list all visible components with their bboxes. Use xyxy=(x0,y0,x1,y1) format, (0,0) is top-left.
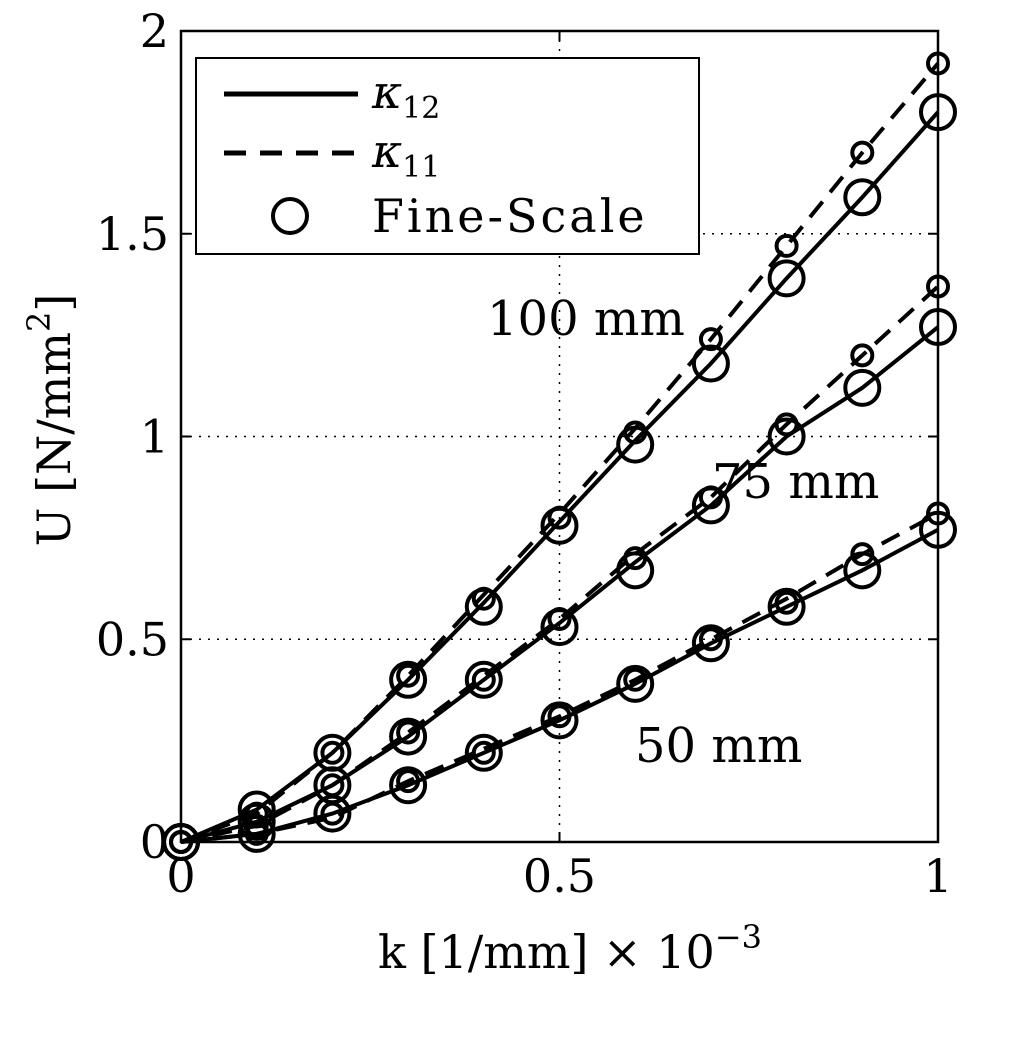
fine-scale-point-large xyxy=(464,733,503,772)
fine-scale-point-large xyxy=(237,814,276,853)
fine-scale-point-large xyxy=(540,701,579,740)
fine-scale-point-large xyxy=(767,587,806,626)
y-axis-label: U [N/mm2] xyxy=(20,294,81,547)
fine-scale-point-small xyxy=(850,343,875,368)
fine-scale-point-small xyxy=(774,233,799,258)
fine-scale-point-small xyxy=(396,663,421,688)
fine-scale-point-large xyxy=(616,664,655,703)
legend: κ12 κ11 Fine-Scale xyxy=(195,57,700,255)
annotation-50mm: 50 mm xyxy=(635,718,802,774)
fine-scale-point-large xyxy=(237,802,276,841)
fine-scale-point-small xyxy=(396,769,421,794)
fine-scale-point-small xyxy=(698,627,723,652)
series-kappa12-group-1 xyxy=(180,325,940,844)
series-kappa11-group-2 xyxy=(180,511,939,844)
fine-scale-point-large xyxy=(464,660,503,699)
fine-scale-point-large xyxy=(389,766,428,805)
fine-scale-point-small xyxy=(396,720,421,745)
x-tick-label: 1 xyxy=(923,849,952,903)
fine-scale-point-small xyxy=(471,586,496,611)
x-axis-label: k [1/mm] × 10−3 xyxy=(378,918,762,979)
fine-scale-point-small xyxy=(698,327,723,352)
fine-scale-point-large xyxy=(616,551,655,590)
annotation-100mm: 100 mm xyxy=(487,291,685,347)
y-tick-label: 1 xyxy=(140,410,169,464)
fine-scale-point-large xyxy=(843,368,882,407)
fine-scale-point-small xyxy=(850,140,875,165)
legend-box xyxy=(195,57,700,255)
y-tick-label: 0.5 xyxy=(96,612,169,666)
legend-label-kappa12: κ12 xyxy=(371,65,440,126)
fine-scale-point-large xyxy=(313,794,352,833)
fine-scale-point-small xyxy=(850,542,875,567)
axis-ticks: 0 0.5 1 0 0.5 1 1.5 2 xyxy=(96,4,953,903)
annotation-75mm: 75 mm xyxy=(712,454,879,510)
series-kappa12-group-2 xyxy=(180,528,939,844)
fine-scale-point-large xyxy=(691,344,730,383)
fine-scale-point-large xyxy=(843,178,882,217)
fine-scale-point-small xyxy=(547,704,572,729)
fine-scale-point-large xyxy=(843,551,882,590)
y-tick-label: 1.5 xyxy=(96,207,169,261)
fine-scale-point-large xyxy=(616,425,655,464)
fine-scale-point-small xyxy=(623,546,648,571)
fine-scale-point-small xyxy=(244,821,269,846)
legend-label-kappa11: κ11 xyxy=(371,124,440,185)
fine-scale-point-large xyxy=(691,624,730,663)
y-tick-label: 0 xyxy=(140,815,169,869)
fine-scale-point-small xyxy=(623,420,648,445)
y-tick-label: 2 xyxy=(140,4,169,58)
series-layer xyxy=(162,51,957,861)
fine-scale-point-small xyxy=(547,505,572,530)
series-kappa12-group-0 xyxy=(180,110,940,844)
fine-scale-point-small xyxy=(547,606,572,631)
fine-scale-point-small xyxy=(320,801,345,826)
fine-scale-point-small xyxy=(471,667,496,692)
fine-scale-point-large xyxy=(767,417,806,456)
x-tick-label: 0 xyxy=(166,849,195,903)
fine-scale-point-large xyxy=(767,259,806,298)
legend-circle-marker xyxy=(271,197,309,235)
fine-scale-point-small xyxy=(471,740,496,765)
fine-scale-point-small xyxy=(698,485,723,510)
fine-scale-point-small xyxy=(623,667,648,692)
fine-scale-point-large xyxy=(389,660,428,699)
fine-scale-point-small xyxy=(774,590,799,615)
fine-scale-point-large xyxy=(389,717,428,756)
fine-scale-point-small xyxy=(774,412,799,437)
series-kappa11-group-1 xyxy=(180,284,940,844)
x-tick-label: 0.5 xyxy=(523,849,596,903)
fine-scale-point-small xyxy=(320,740,345,765)
legend-label-fine-scale: Fine-Scale xyxy=(372,189,648,243)
